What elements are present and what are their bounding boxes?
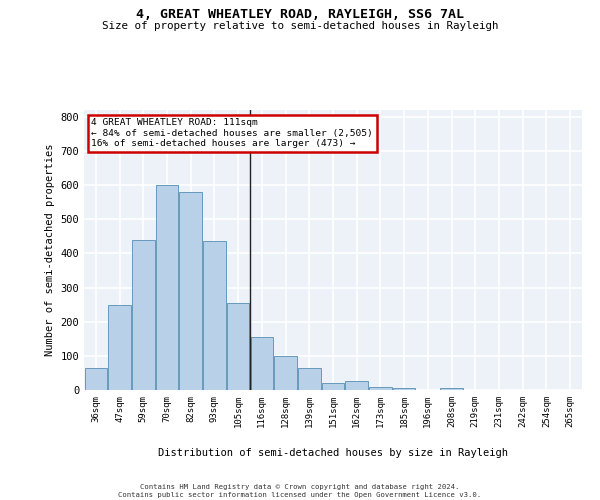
- Bar: [203, 242, 226, 390]
- Bar: [85, 368, 107, 390]
- Bar: [393, 388, 415, 390]
- Bar: [251, 337, 273, 390]
- Bar: [109, 304, 131, 390]
- Text: 4, GREAT WHEATLEY ROAD, RAYLEIGH, SS6 7AL: 4, GREAT WHEATLEY ROAD, RAYLEIGH, SS6 7A…: [136, 8, 464, 20]
- Text: 4 GREAT WHEATLEY ROAD: 111sqm
← 84% of semi-detached houses are smaller (2,505)
: 4 GREAT WHEATLEY ROAD: 111sqm ← 84% of s…: [91, 118, 373, 148]
- Bar: [298, 368, 320, 390]
- Bar: [227, 303, 250, 390]
- Text: Contains HM Land Registry data © Crown copyright and database right 2024.
Contai: Contains HM Land Registry data © Crown c…: [118, 484, 482, 498]
- Text: Distribution of semi-detached houses by size in Rayleigh: Distribution of semi-detached houses by …: [158, 448, 508, 458]
- Bar: [274, 356, 297, 390]
- Bar: [346, 382, 368, 390]
- Bar: [179, 192, 202, 390]
- Bar: [132, 240, 155, 390]
- Bar: [156, 185, 178, 390]
- Bar: [440, 388, 463, 390]
- Bar: [322, 383, 344, 390]
- Text: Size of property relative to semi-detached houses in Rayleigh: Size of property relative to semi-detach…: [102, 21, 498, 31]
- Bar: [369, 386, 392, 390]
- Y-axis label: Number of semi-detached properties: Number of semi-detached properties: [45, 144, 55, 356]
